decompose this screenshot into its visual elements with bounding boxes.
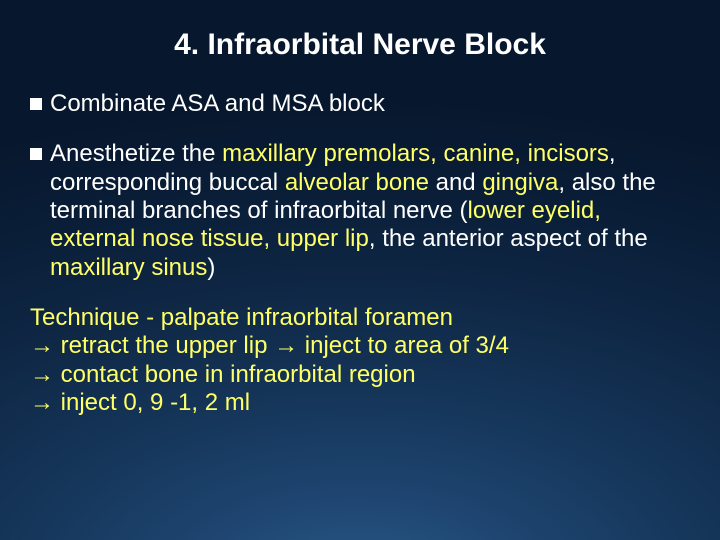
bullet-item-1: Combinate ASA and MSA block: [30, 90, 690, 118]
technique-line-4: → inject 0, 9 -1, 2 ml: [30, 389, 690, 417]
b2-t3: and: [429, 169, 482, 196]
technique-line-2: → retract the upper lip → inject to area…: [30, 332, 690, 360]
bullet-text-2: Anesthetize the maxillary premolars, can…: [50, 140, 690, 282]
square-bullet-icon: [30, 148, 42, 160]
b2-h3: gingiva: [482, 169, 558, 196]
b2-h1: maxillary premolars, canine, incisors: [222, 140, 609, 167]
square-bullet-icon: [30, 98, 42, 110]
bullet-item-2: Anesthetize the maxillary premolars, can…: [30, 140, 690, 282]
slide-container: 4. Infraorbital Nerve Block Combinate AS…: [0, 0, 720, 540]
technique-line-1: Technique - palpate infraorbital foramen: [30, 304, 690, 332]
technique-block: Technique - palpate infraorbital foramen…: [30, 304, 690, 417]
bullet-text-1: Combinate ASA and MSA block: [50, 90, 690, 118]
b2-t1: Anesthetize the: [50, 140, 222, 167]
b2-h5: maxillary sinus: [50, 254, 207, 281]
b2-t6: ): [207, 254, 215, 281]
slide-title: 4. Infraorbital Nerve Block: [30, 28, 690, 62]
slide-body: Combinate ASA and MSA block Anesthetize …: [30, 90, 690, 417]
b2-h2: alveolar bone: [285, 169, 429, 196]
technique-line-3: → contact bone in infraorbital region: [30, 361, 690, 389]
b2-t5: , the anterior aspect of the: [369, 225, 648, 252]
